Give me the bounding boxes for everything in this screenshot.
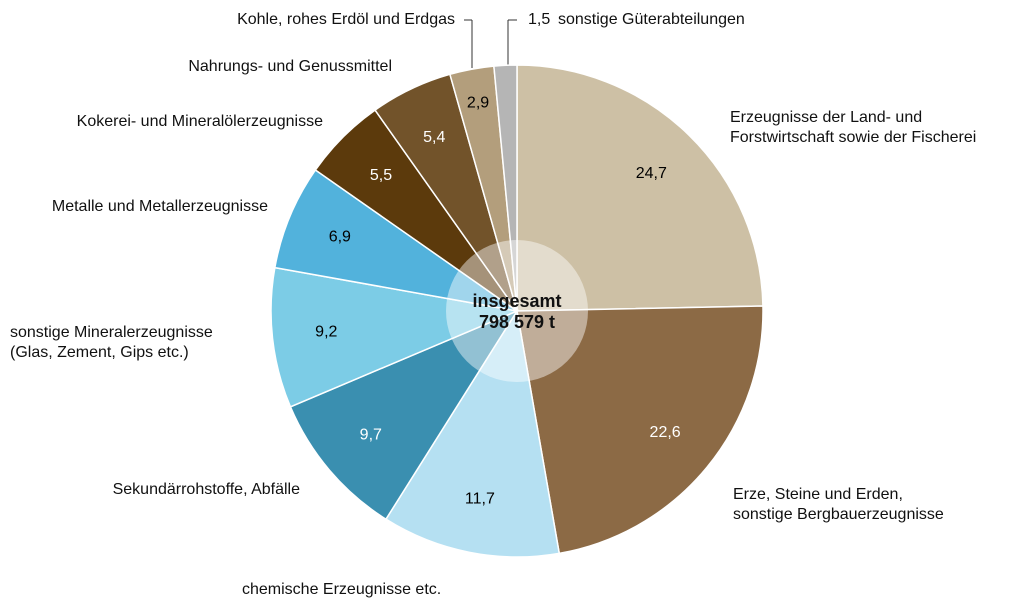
center-circle [446, 240, 588, 382]
category-label: sonstige Güterabteilungen [558, 11, 745, 28]
category-label: sonstige Mineralerzeugnisse (Glas, Zement… [10, 324, 213, 361]
category-label: Erzeugnisse der Land- und Forstwirtschaft… [730, 109, 976, 146]
pie-slice [270, 266, 520, 408]
pie-slice [493, 64, 518, 312]
category-label: Kokerei- und Mineralölerzeugnisse [77, 113, 323, 130]
center-title: insgesamt [472, 291, 561, 311]
value-label: 22,6 [650, 424, 681, 441]
value-label: 5,4 [423, 129, 445, 146]
value-label: 2,9 [467, 94, 489, 111]
category-label: Kohle, rohes Erdöl und Erdgas [237, 11, 455, 28]
category-label: chemische Erzeugnisse etc. [242, 581, 441, 598]
value-label: 11,7 [465, 490, 495, 507]
pie-slice [384, 308, 561, 558]
pie-slice [516, 64, 764, 312]
value-label: 1,5 [528, 11, 550, 28]
value-label: 6,9 [329, 229, 351, 246]
center-value: 798 579 t [479, 312, 555, 332]
value-label: 24,7 [636, 165, 667, 182]
value-label: 9,2 [315, 324, 337, 341]
category-label: Erze, Steine und Erden, sonstige Bergbaue… [733, 486, 944, 523]
category-label: Sekundärrohstoffe, Abfälle [113, 481, 300, 498]
category-label: Nahrungs- und Genussmittel [188, 58, 392, 75]
pie-slice [516, 305, 764, 555]
pie-slice [289, 309, 519, 521]
value-label: 9,7 [360, 427, 382, 444]
category-label: Metalle und Metallerzeugnisse [52, 198, 268, 215]
value-label: 5,5 [370, 167, 392, 184]
pie-slice [273, 168, 518, 312]
